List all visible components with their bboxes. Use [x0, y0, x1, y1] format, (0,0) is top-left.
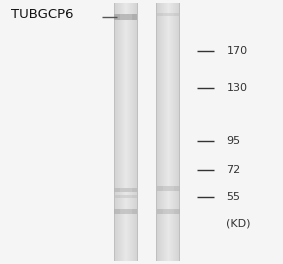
- Bar: [175, 3, 176, 261]
- Bar: [134, 3, 135, 261]
- Bar: [130, 3, 131, 261]
- Bar: [137, 3, 138, 261]
- Bar: [167, 3, 168, 261]
- Text: 72: 72: [226, 165, 241, 175]
- Bar: [137, 3, 138, 261]
- Text: 170: 170: [226, 46, 248, 56]
- Bar: [136, 3, 137, 261]
- Bar: [172, 3, 173, 261]
- Bar: [163, 3, 164, 261]
- Bar: [157, 12, 180, 16]
- Bar: [178, 3, 179, 261]
- Bar: [129, 3, 130, 261]
- Bar: [169, 3, 170, 261]
- Text: (KD): (KD): [226, 218, 251, 228]
- Bar: [179, 3, 180, 261]
- Bar: [171, 3, 172, 261]
- Bar: [170, 3, 171, 261]
- Bar: [163, 186, 174, 191]
- Bar: [164, 3, 165, 261]
- Bar: [156, 3, 157, 261]
- Bar: [121, 3, 122, 261]
- Text: 130: 130: [226, 83, 247, 93]
- Bar: [160, 3, 161, 261]
- Bar: [133, 3, 134, 261]
- Bar: [163, 209, 174, 214]
- Bar: [131, 3, 132, 261]
- Bar: [120, 195, 132, 198]
- Bar: [174, 3, 175, 261]
- Bar: [114, 14, 138, 20]
- Bar: [114, 195, 138, 198]
- Bar: [114, 188, 138, 192]
- Bar: [118, 3, 119, 261]
- Bar: [165, 3, 166, 261]
- Bar: [179, 3, 181, 261]
- Bar: [159, 3, 160, 261]
- Bar: [173, 3, 174, 261]
- Bar: [163, 12, 174, 16]
- Bar: [120, 188, 132, 192]
- Bar: [162, 3, 163, 261]
- Bar: [123, 3, 124, 261]
- Bar: [114, 3, 115, 261]
- Bar: [132, 3, 133, 261]
- Bar: [125, 3, 126, 261]
- Bar: [166, 3, 167, 261]
- Bar: [126, 3, 127, 261]
- Text: 55: 55: [226, 192, 240, 202]
- Bar: [168, 3, 169, 261]
- Bar: [127, 3, 128, 261]
- Text: TUBGCP6: TUBGCP6: [11, 8, 74, 21]
- Bar: [120, 3, 121, 261]
- Bar: [176, 3, 177, 261]
- Bar: [177, 3, 178, 261]
- Bar: [158, 3, 159, 261]
- Bar: [115, 3, 116, 261]
- Bar: [124, 3, 125, 261]
- Bar: [157, 209, 180, 214]
- Text: 95: 95: [226, 136, 241, 146]
- Bar: [120, 14, 132, 20]
- Bar: [128, 3, 129, 261]
- Bar: [157, 3, 158, 261]
- Bar: [156, 3, 157, 261]
- Bar: [120, 209, 132, 214]
- Bar: [114, 209, 138, 214]
- Bar: [117, 3, 118, 261]
- Bar: [116, 3, 117, 261]
- Bar: [161, 3, 162, 261]
- Bar: [114, 3, 115, 261]
- Bar: [122, 3, 123, 261]
- Bar: [157, 186, 180, 191]
- Bar: [119, 3, 120, 261]
- Bar: [135, 3, 136, 261]
